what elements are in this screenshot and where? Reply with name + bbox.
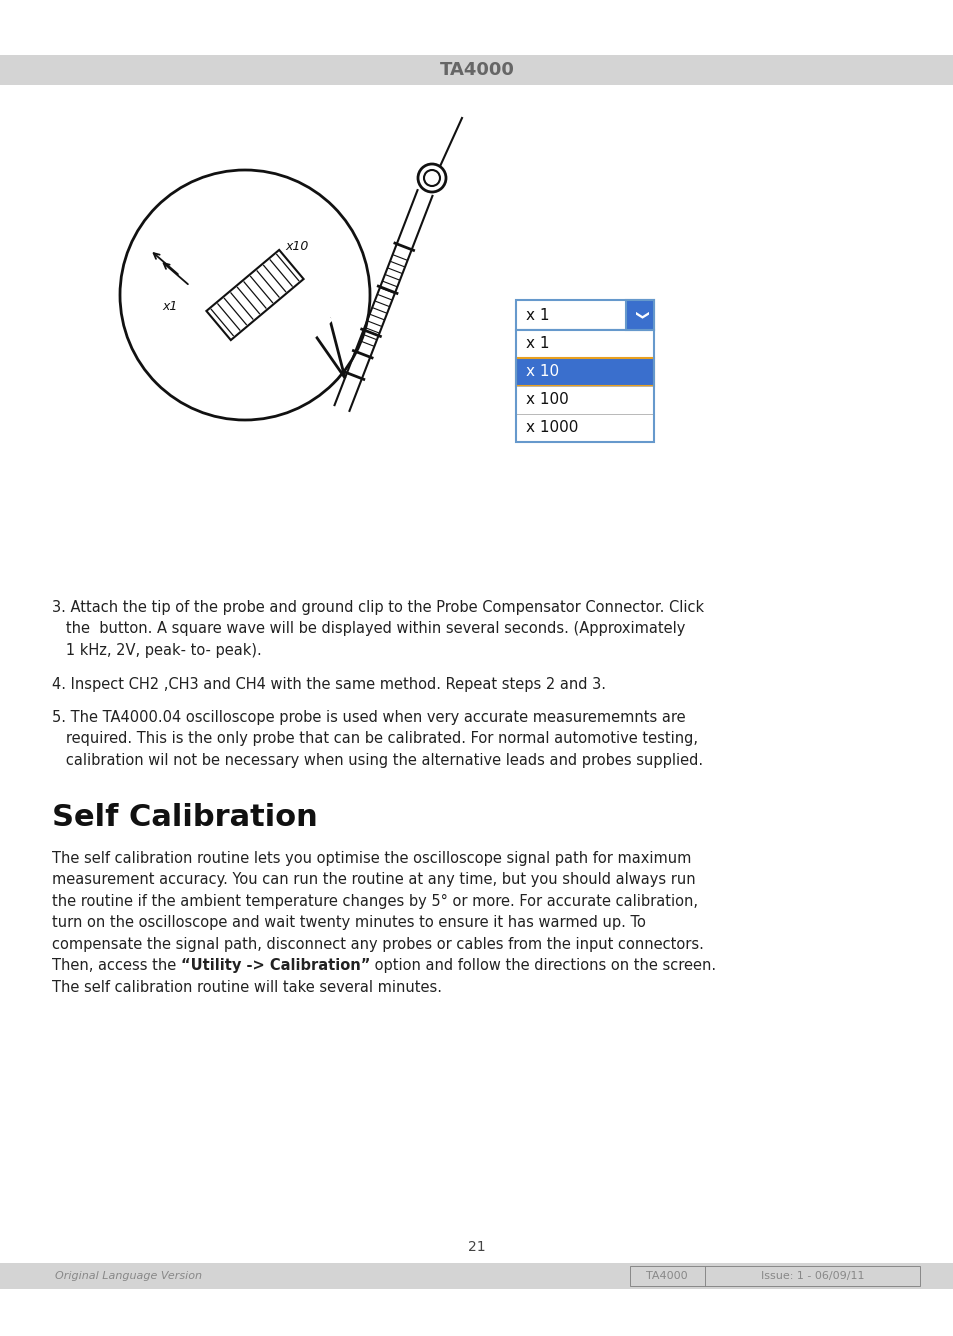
Text: turn on the oscilloscope and wait twenty minutes to ensure it has warmed up. To: turn on the oscilloscope and wait twenty… [52,915,645,930]
Text: Issue: 1 - 06/09/11: Issue: 1 - 06/09/11 [760,1271,863,1281]
Text: compensate the signal path, disconnect any probes or cables from the input conne: compensate the signal path, disconnect a… [52,937,703,951]
Bar [0,1263,953,1289]
Text: TA4000: TA4000 [439,61,514,79]
Text: “Utility -> Calibration”: “Utility -> Calibration” [181,958,370,973]
Text: the  button. A square wave will be displayed within several seconds. (Approximat: the button. A square wave will be displa… [52,621,684,636]
Text: calibration wil not be necessary when using the alternative leads and probes sup: calibration wil not be necessary when us… [52,754,702,768]
Text: the routine if the ambient temperature changes by 5° or more. For accurate calib: the routine if the ambient temperature c… [52,894,698,908]
Circle shape [423,170,439,186]
Text: x 1: x 1 [525,307,549,322]
Circle shape [417,164,446,192]
Text: 21: 21 [468,1240,485,1255]
Text: measurement accuracy. You can run the routine at any time, but you should always: measurement accuracy. You can run the ro… [52,872,695,887]
Bar [625,301,654,330]
Bar [0,55,953,86]
Bar [629,1267,919,1287]
Text: x 100: x 100 [525,393,568,407]
Bar [516,301,654,330]
Text: ❯: ❯ [633,310,646,321]
Polygon shape [314,321,345,378]
Bar [516,358,654,386]
Polygon shape [206,250,303,341]
Text: x10: x10 [285,240,308,253]
Text: x 1000: x 1000 [525,421,578,436]
Text: The self calibration routine will take several minutes.: The self calibration routine will take s… [52,979,441,994]
Text: x 10: x 10 [525,365,558,379]
Text: 3. Attach the tip of the probe and ground clip to the Probe Compensator Connecto: 3. Attach the tip of the probe and groun… [52,600,703,615]
Text: option and follow the directions on the screen.: option and follow the directions on the … [370,958,716,973]
Text: 5. The TA4000.04 oscilloscope probe is used when very accurate measurememnts are: 5. The TA4000.04 oscilloscope probe is u… [52,709,685,725]
Text: Then, access the: Then, access the [52,958,181,973]
Text: TA4000: TA4000 [645,1271,687,1281]
Text: Self Calibration: Self Calibration [52,803,317,831]
Text: required. This is the only probe that can be calibrated. For normal automotive t: required. This is the only probe that ca… [52,732,698,747]
Text: 1 kHz, 2V, peak- to- peak).: 1 kHz, 2V, peak- to- peak). [52,643,261,659]
Circle shape [120,170,370,420]
Text: 4. Inspect CH2 ,CH3 and CH4 with the same method. Repeat steps 2 and 3.: 4. Inspect CH2 ,CH3 and CH4 with the sam… [52,676,605,692]
Bar [516,330,654,358]
Bar [516,386,654,414]
Text: The self calibration routine lets you optimise the oscilloscope signal path for : The self calibration routine lets you op… [52,851,691,866]
Bar [516,414,654,442]
Text: Original Language Version: Original Language Version [55,1271,202,1281]
Text: x 1: x 1 [525,337,549,351]
Bar [516,330,654,442]
Text: x1: x1 [162,301,177,313]
